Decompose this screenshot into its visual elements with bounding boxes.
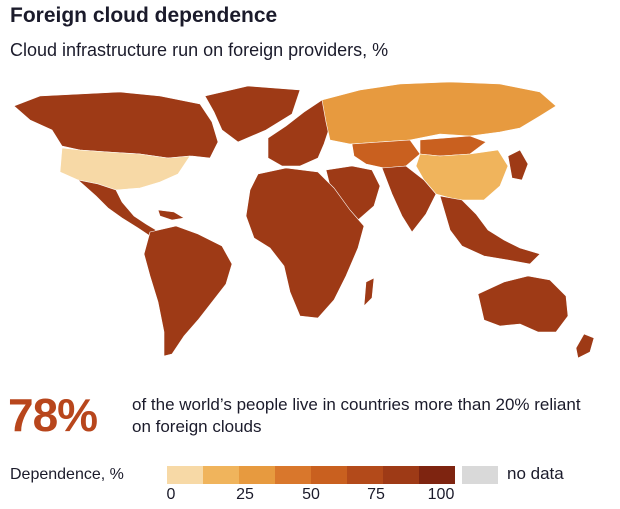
stat-description: of the world’s people live in countries … <box>132 395 581 436</box>
region-madagascar <box>363 277 375 307</box>
region-caribbean <box>157 209 185 221</box>
chart-title: Foreign cloud dependence <box>10 4 278 27</box>
legend-swatch-6 <box>383 466 419 484</box>
legend-swatch-5 <box>347 466 383 484</box>
legend-swatch-3 <box>275 466 311 484</box>
legend-tick-0: 0 <box>166 486 176 503</box>
legend-swatch-4 <box>311 466 347 484</box>
region-europe <box>267 99 337 167</box>
legend-tick-100: 100 <box>427 486 455 503</box>
region-greenland <box>204 85 301 143</box>
region-japan <box>507 149 529 181</box>
world-map <box>13 81 595 359</box>
region-australia <box>477 275 569 333</box>
region-south-america <box>143 225 233 357</box>
legend-swatch-7 <box>419 466 455 484</box>
legend-swatch-2 <box>239 466 275 484</box>
legend-nodata-swatch <box>462 466 498 484</box>
legend-swatch-0 <box>167 466 203 484</box>
region-africa <box>245 167 365 319</box>
legend-tick-75: 75 <box>367 486 385 503</box>
region-china <box>415 149 509 201</box>
region-new-zealand <box>575 333 595 359</box>
legend-swatch-1 <box>203 466 239 484</box>
region-russia <box>321 81 557 145</box>
stat-percentage: 78% <box>8 389 98 441</box>
region-mexico <box>76 179 157 237</box>
legend-tick-50: 50 <box>302 486 320 503</box>
legend-color-scale <box>167 466 455 484</box>
chart-subtitle: Cloud infrastructure run on foreign prov… <box>10 40 389 60</box>
legend-nodata-label: no data <box>507 464 564 483</box>
legend-tick-25: 25 <box>236 486 254 503</box>
region-southeast-asia <box>439 195 541 265</box>
legend-title: Dependence, % <box>10 466 124 483</box>
region-south-asia <box>381 165 437 233</box>
region-canada <box>13 91 219 159</box>
region-central-asia <box>351 139 421 169</box>
